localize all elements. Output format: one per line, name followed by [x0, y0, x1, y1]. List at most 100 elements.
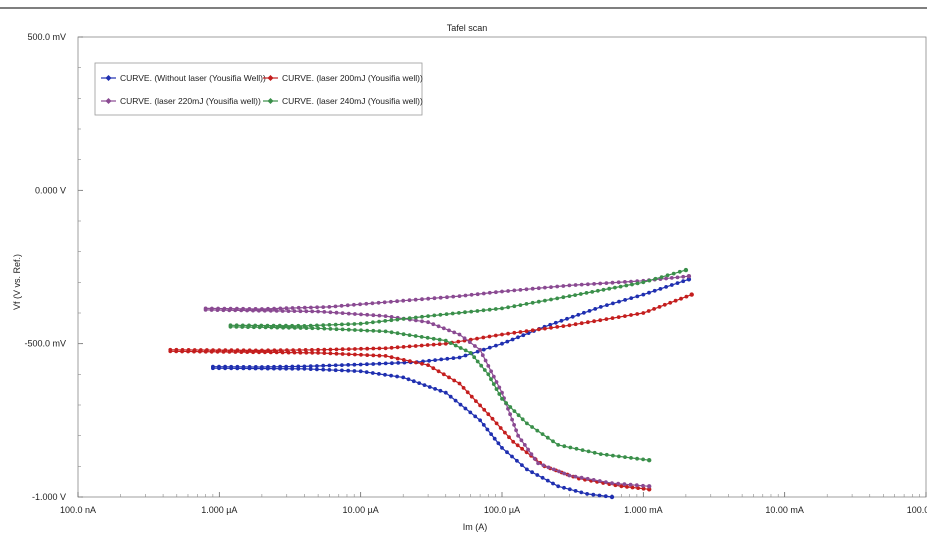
series-4-point	[549, 297, 553, 302]
series-4-point	[269, 325, 274, 330]
series-3-point	[315, 305, 319, 310]
series-3-point	[334, 310, 339, 315]
series-4-point	[371, 320, 375, 325]
series-4-point	[371, 328, 376, 333]
series-1-point	[327, 363, 332, 368]
series-2-point	[494, 421, 499, 426]
series-4-point	[604, 452, 609, 457]
series-1-point	[352, 362, 357, 367]
series-3	[203, 274, 692, 489]
series-4-point	[450, 311, 455, 316]
series-2-point	[316, 347, 320, 352]
series-3-point	[508, 412, 512, 417]
series-3-point	[604, 281, 609, 285]
series-3-point	[227, 308, 232, 313]
series-1-point	[259, 366, 264, 371]
series-1-point	[340, 368, 344, 373]
series-4-point	[530, 425, 534, 429]
series-4-point	[340, 322, 344, 327]
legend-label: CURVE. (laser 240mJ (Yousifia well))	[282, 96, 423, 106]
series-4-point	[567, 294, 572, 298]
series-3-point	[530, 286, 535, 291]
series-3-point	[543, 285, 547, 290]
series-2-point	[359, 346, 363, 351]
series-2-point	[592, 319, 596, 324]
series-3-point	[598, 281, 603, 286]
series-4-point	[482, 368, 487, 372]
series-2-point	[623, 314, 627, 318]
series-4-point	[252, 325, 256, 330]
series-2-point	[353, 352, 357, 357]
series-4-point	[479, 363, 484, 368]
series-3-point	[333, 304, 338, 309]
series-3-point	[579, 475, 584, 480]
series-4-point	[432, 313, 437, 318]
series-1-point	[500, 341, 504, 346]
series-2-point	[520, 446, 524, 451]
series-4-point	[290, 323, 294, 328]
series-2-point	[629, 313, 633, 317]
series-1-point	[217, 366, 221, 371]
series-4-point	[395, 331, 400, 336]
series-3-point	[340, 311, 345, 315]
series-3-point	[483, 358, 488, 363]
series-2-point	[310, 348, 314, 352]
legend: CURVE. (Without laser (Yousifia Well)) CU…	[94, 62, 423, 116]
series-3-point	[290, 306, 295, 310]
series-1-point	[383, 361, 388, 366]
series-3-point	[266, 306, 270, 311]
series-3-point	[322, 310, 327, 314]
series-1-point	[585, 492, 589, 496]
series-3-point	[467, 340, 472, 344]
series-4-point	[491, 382, 496, 386]
series-1-point	[530, 470, 534, 475]
series-1-point	[290, 366, 295, 371]
series-2-point	[414, 360, 418, 365]
series-4-point	[346, 322, 351, 327]
series-4-point	[641, 457, 645, 462]
series-2-point	[304, 350, 309, 355]
series-1-point	[358, 362, 363, 367]
series-3-point	[352, 302, 356, 307]
series-4-point	[358, 321, 363, 326]
series-2-point	[274, 350, 279, 355]
series-2-point	[420, 361, 424, 366]
series-1-point	[686, 277, 692, 282]
series-2-point	[263, 350, 267, 355]
series-1-point	[603, 494, 608, 499]
series-2-point	[518, 330, 523, 334]
series-2-point	[266, 348, 270, 353]
series-3-point	[457, 332, 462, 337]
series-2-point	[280, 350, 285, 355]
series-2-point	[257, 350, 261, 355]
series-3-point	[541, 463, 546, 468]
series-2-point	[486, 412, 491, 417]
series-4-point	[516, 413, 521, 418]
series-2-point	[346, 347, 351, 351]
series-3-point	[286, 309, 291, 313]
series-3-point	[514, 428, 518, 433]
series-3-point	[526, 447, 530, 452]
series-3-point	[567, 473, 572, 478]
series-4-point	[573, 293, 577, 297]
series-3-point	[647, 484, 652, 489]
series-2-point	[684, 294, 689, 299]
series-4-point	[438, 312, 443, 317]
series-2-point	[543, 326, 547, 331]
series-1-point	[448, 394, 453, 399]
series-2-point	[334, 351, 339, 356]
series-1-point	[635, 294, 640, 299]
series-2-point	[536, 327, 541, 332]
series-3-point	[280, 309, 285, 313]
series-2-point	[641, 486, 646, 491]
series-4-point	[407, 316, 412, 321]
chart-title: Tafel scan	[447, 23, 488, 33]
series-2-point	[419, 343, 424, 348]
series-3-point	[309, 305, 313, 310]
series-2-point	[530, 328, 535, 333]
series-3-point	[494, 290, 498, 295]
series-4-point	[298, 326, 303, 330]
series-4-point	[463, 310, 467, 315]
series-4-point	[677, 269, 682, 274]
series-4-point	[407, 333, 412, 337]
